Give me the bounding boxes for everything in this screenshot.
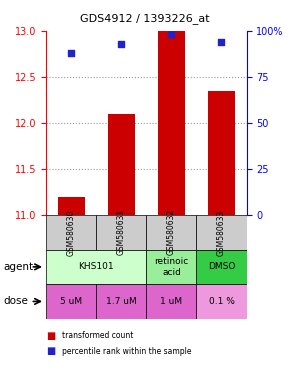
- Text: agent: agent: [3, 262, 33, 272]
- Text: transformed count: transformed count: [62, 331, 134, 341]
- FancyBboxPatch shape: [146, 284, 197, 319]
- FancyBboxPatch shape: [46, 215, 96, 250]
- Point: [219, 39, 224, 45]
- Text: dose: dose: [3, 296, 28, 306]
- FancyBboxPatch shape: [46, 250, 146, 284]
- Text: percentile rank within the sample: percentile rank within the sample: [62, 347, 192, 356]
- FancyBboxPatch shape: [197, 250, 246, 284]
- Text: GDS4912 / 1393226_at: GDS4912 / 1393226_at: [80, 13, 210, 24]
- Text: KHS101: KHS101: [79, 262, 114, 271]
- FancyBboxPatch shape: [96, 284, 146, 319]
- Text: GSM580630: GSM580630: [67, 209, 76, 255]
- Bar: [158, 31, 185, 215]
- Bar: [208, 91, 235, 215]
- Bar: [58, 197, 85, 215]
- Text: DMSO: DMSO: [208, 262, 235, 271]
- FancyBboxPatch shape: [146, 250, 197, 284]
- Text: ■: ■: [46, 331, 56, 341]
- Text: ■: ■: [46, 346, 56, 356]
- FancyBboxPatch shape: [46, 284, 96, 319]
- FancyBboxPatch shape: [197, 284, 246, 319]
- Point: [169, 31, 174, 38]
- Text: GSM580631: GSM580631: [117, 209, 126, 255]
- Text: GSM580633: GSM580633: [217, 209, 226, 255]
- Text: 1.7 uM: 1.7 uM: [106, 297, 137, 306]
- Bar: [108, 114, 135, 215]
- Text: retinoic
acid: retinoic acid: [154, 257, 188, 276]
- FancyBboxPatch shape: [146, 215, 197, 250]
- Text: 0.1 %: 0.1 %: [209, 297, 234, 306]
- Text: 5 uM: 5 uM: [60, 297, 82, 306]
- FancyBboxPatch shape: [197, 215, 246, 250]
- Text: 1 uM: 1 uM: [160, 297, 182, 306]
- Point: [119, 41, 124, 47]
- Text: GSM580632: GSM580632: [167, 209, 176, 255]
- Point: [69, 50, 74, 56]
- FancyBboxPatch shape: [96, 215, 146, 250]
